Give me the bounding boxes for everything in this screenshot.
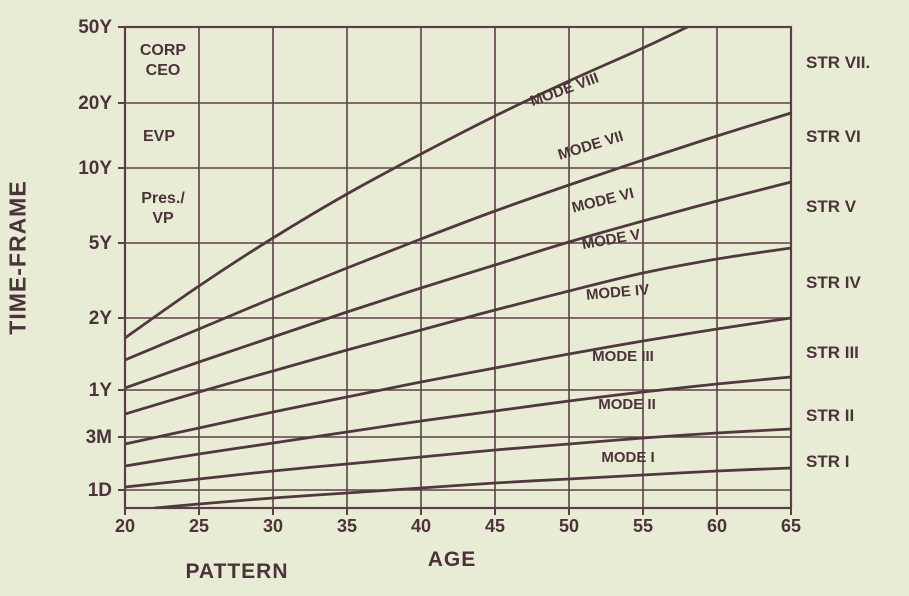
strata-label-STR-V: STR V bbox=[806, 197, 857, 216]
mode-label-MODE-VII: MODE VII bbox=[556, 128, 626, 164]
mode-curve-MODE-II bbox=[125, 427, 791, 489]
pattern-label: PATTERN bbox=[185, 560, 289, 583]
mode-label-MODE-VIII: MODE VIII bbox=[528, 70, 601, 110]
y-tick-label-1Y: 1Y bbox=[89, 380, 113, 401]
mode-curve-MODE-V bbox=[125, 246, 791, 416]
curves-group bbox=[125, 27, 791, 508]
x-tick-label-55: 55 bbox=[633, 516, 653, 536]
x-tick-label-25: 25 bbox=[189, 516, 209, 536]
strata-label-STR-I: STR I bbox=[806, 452, 849, 471]
plot-border bbox=[123, 25, 793, 510]
mode-curve-MODE-VIII bbox=[125, 27, 689, 340]
mode-label-MODE-I: MODE I bbox=[601, 449, 654, 466]
strata-label-STR-VI: STR VI bbox=[806, 127, 861, 146]
mode-label-MODE-VI: MODE VI bbox=[570, 185, 636, 217]
y-tick-label-3M: 3M bbox=[86, 427, 112, 448]
mode-label-MODE-V: MODE V bbox=[581, 226, 642, 253]
y-axis-title: TIME-FRAME bbox=[4, 180, 31, 335]
region-label-line: Pres./ bbox=[141, 190, 185, 207]
y-tick-label-50Y: 50Y bbox=[78, 17, 112, 38]
y-tick-label-20Y: 20Y bbox=[78, 93, 112, 114]
strata-label-STR-III: STR III bbox=[806, 343, 859, 362]
x-tick-label-35: 35 bbox=[337, 516, 357, 536]
region-label-line: CORP bbox=[140, 42, 187, 59]
y-tick-label-2Y: 2Y bbox=[89, 308, 113, 329]
x-axis-title: AGE bbox=[427, 548, 477, 571]
region-label-line: VP bbox=[152, 210, 174, 227]
x-tick-label-50: 50 bbox=[559, 516, 579, 536]
x-tick-label-20: 20 bbox=[115, 516, 135, 536]
x-tick-label-30: 30 bbox=[263, 516, 283, 536]
tick-group bbox=[118, 26, 792, 515]
mode-label-MODE-III: MODE III bbox=[592, 348, 654, 365]
mode-label-MODE-IV: MODE IV bbox=[585, 281, 650, 303]
strata-label-STR-II: STR II bbox=[806, 406, 854, 425]
y-tick-label-1D: 1D bbox=[88, 480, 112, 501]
region-label-line: EVP bbox=[143, 128, 175, 145]
strata-label-STR-VII-: STR VII. bbox=[806, 53, 870, 72]
y-tick-label-5Y: 5Y bbox=[89, 233, 113, 254]
y-tick-label-10Y: 10Y bbox=[78, 158, 112, 179]
strata-label-STR-IV: STR IV bbox=[806, 273, 861, 292]
region-label-corp-ceo: CORP CEO bbox=[140, 42, 187, 79]
mode-curve-MODE-VI bbox=[125, 180, 791, 390]
mode-curve-MODE-I bbox=[153, 466, 791, 508]
x-tick-label-40: 40 bbox=[411, 516, 431, 536]
mode-label-MODE-II: MODE II bbox=[598, 396, 656, 413]
mode-curve-MODE-III bbox=[125, 375, 791, 468]
region-label-line: CEO bbox=[146, 62, 181, 79]
region-label-pres-vp: Pres./ VP bbox=[141, 190, 185, 227]
x-tick-label-60: 60 bbox=[707, 516, 727, 536]
mode-curve-MODE-VII bbox=[125, 111, 791, 362]
region-label-evp: EVP bbox=[143, 128, 175, 145]
x-tick-label-65: 65 bbox=[781, 516, 801, 536]
mode-curve-MODE-IV bbox=[125, 316, 791, 446]
x-tick-label-45: 45 bbox=[485, 516, 505, 536]
